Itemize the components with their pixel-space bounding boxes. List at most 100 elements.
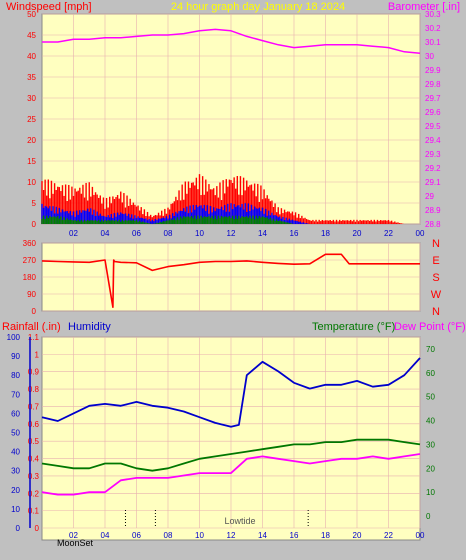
p3-hum-tick-8: 80 <box>11 371 20 380</box>
p2-compass-3: E <box>432 255 439 267</box>
p1-yright-tick-0: 28.8 <box>425 220 441 229</box>
p1-yleft-tick-5: 25 <box>27 115 36 124</box>
p1-yright-tick-14: 30.2 <box>425 24 441 33</box>
p3-temp-tick-1: 10 <box>426 488 435 497</box>
p1-xtick-3: 08 <box>164 229 173 238</box>
p3-hum-tick-4: 40 <box>11 448 20 457</box>
p1-xtick-8: 18 <box>321 229 330 238</box>
p2-compass-2: S <box>432 272 439 284</box>
temperature-label: Temperature (°F) <box>312 321 395 333</box>
p3-xtick-11: 00 <box>416 531 425 540</box>
p1-xtick-1: 04 <box>101 229 110 238</box>
p3-rain-tick-1: 0.1 <box>28 507 40 516</box>
p3-rain-tick-7: 0.7 <box>28 402 40 411</box>
p1-yright-tick-12: 30 <box>425 52 434 61</box>
p1-yleft-tick-10: 50 <box>27 10 36 19</box>
p3-xtick-7: 16 <box>290 531 299 540</box>
p1-yright-tick-8: 29.6 <box>425 108 441 117</box>
p1-yright-tick-13: 30.1 <box>425 38 441 47</box>
p3-hum-tick-3: 30 <box>11 467 20 476</box>
p3-hum-tick-1: 10 <box>11 505 20 514</box>
p3-temp-tick-6: 60 <box>426 369 435 378</box>
graph-title: 24 hour graph day January 18 2024 <box>171 1 345 13</box>
lowtide-label: Lowtide <box>224 516 255 526</box>
wind-direction-line <box>41 253 420 309</box>
p3-rain-tick-6: 0.6 <box>28 420 40 429</box>
p1-xtick-0: 02 <box>69 229 78 238</box>
panel1-layer: 0 5 10 15 20 25 30 35 40 45 50 28.8 28.9 29 29.1 29.2 29… <box>27 10 441 238</box>
p1-yright-tick-15: 30.3 <box>425 10 441 19</box>
p1-yright-tick-1: 28.9 <box>425 206 441 215</box>
p1-yright-tick-10: 29.8 <box>425 80 441 89</box>
p3-temp-tick-5: 50 <box>426 393 435 402</box>
p1-yright-tick-5: 29.3 <box>425 150 441 159</box>
p1-xtick-4: 10 <box>195 229 204 238</box>
barometer-line <box>42 28 421 54</box>
moonset-label: MoonSet <box>57 538 94 548</box>
rainfall-label: Rainfall (.in) <box>2 321 61 333</box>
p1-xtick-11: 00 <box>416 229 425 238</box>
p1-yright-tick-4: 29.2 <box>425 164 441 173</box>
p1-yleft-tick-1: 5 <box>32 199 37 208</box>
p3-rain-tick-3: 0.3 <box>28 472 40 481</box>
p1-yleft-tick-4: 20 <box>27 136 36 145</box>
p3-xtick-3: 08 <box>164 531 173 540</box>
temperature-line <box>41 438 421 472</box>
p3-temp-tick-4: 40 <box>426 417 435 426</box>
p1-yleft-tick-2: 10 <box>27 178 36 187</box>
p3-temp-tick-3: 30 <box>426 440 435 449</box>
p1-xtick-6: 14 <box>258 229 267 238</box>
panel3-layer: 0 0.1 0.2 0.3 0.4 0.5 0.6 0.7 0.8 0.9 1 1.1 0 10 20 30 4… <box>7 333 436 540</box>
p1-yleft-tick-8: 40 <box>27 52 36 61</box>
p3-rain-tick-8: 0.8 <box>28 385 40 394</box>
p3-hum-tick-6: 60 <box>11 409 20 418</box>
p1-yright-tick-2: 29 <box>425 192 434 201</box>
p3-xtick-9: 20 <box>353 531 362 540</box>
p1-yright-tick-9: 29.7 <box>425 94 441 103</box>
p1-yleft-tick-0: 0 <box>32 220 37 229</box>
p2-yleft-tick-2: 180 <box>23 273 37 282</box>
p3-xtick-5: 12 <box>227 531 236 540</box>
p3-temp-tick-7: 70 <box>426 345 435 354</box>
p3-rain-tick-5: 0.5 <box>28 437 40 446</box>
p3-hum-tick-10: 100 <box>7 333 21 342</box>
p3-xtick-2: 06 <box>132 531 141 540</box>
p2-yleft-tick-4: 360 <box>23 239 37 248</box>
p3-hum-tick-5: 50 <box>11 429 20 438</box>
p2-yleft-tick-1: 90 <box>27 290 36 299</box>
dewpoint-line <box>41 453 421 496</box>
p3-xtick-1: 04 <box>101 531 110 540</box>
p1-yleft-tick-6: 30 <box>27 94 36 103</box>
p1-yright-tick-6: 29.4 <box>425 136 441 145</box>
p1-yleft-tick-7: 35 <box>27 73 36 82</box>
p3-rain-tick-11: 1.1 <box>28 333 40 342</box>
dewpoint-label: Dew Point (°F) <box>394 321 466 333</box>
p3-rain-tick-0: 0 <box>35 524 40 533</box>
p1-yleft-tick-9: 45 <box>27 31 36 40</box>
p1-xtick-5: 12 <box>227 229 236 238</box>
humidity-label: Humidity <box>68 321 111 333</box>
humidity-line <box>41 357 421 428</box>
p1-xtick-10: 22 <box>384 229 393 238</box>
p1-xtick-7: 16 <box>290 229 299 238</box>
p2-yleft-tick-3: 270 <box>23 256 37 265</box>
p1-xtick-2: 06 <box>132 229 141 238</box>
p1-yleft-tick-3: 15 <box>27 157 36 166</box>
p1-yright-tick-3: 29.1 <box>425 178 441 187</box>
p3-rain-tick-9: 0.9 <box>28 368 40 377</box>
p1-xtick-9: 20 <box>353 229 362 238</box>
p2-compass-4: N <box>432 238 440 250</box>
p1-yright-tick-7: 29.5 <box>425 122 441 131</box>
p3-xtick-8: 18 <box>321 531 330 540</box>
p3-hum-tick-7: 70 <box>11 390 20 399</box>
p3-xtick-10: 22 <box>384 531 393 540</box>
p3-temp-tick-2: 20 <box>426 464 435 473</box>
p3-xtick-0: 02 <box>69 531 78 540</box>
p1-yright-tick-11: 29.9 <box>425 66 441 75</box>
p3-rain-tick-2: 0.2 <box>28 489 40 498</box>
p3-rain-tick-10: 1 <box>35 350 40 359</box>
p3-hum-tick-9: 90 <box>11 352 20 361</box>
